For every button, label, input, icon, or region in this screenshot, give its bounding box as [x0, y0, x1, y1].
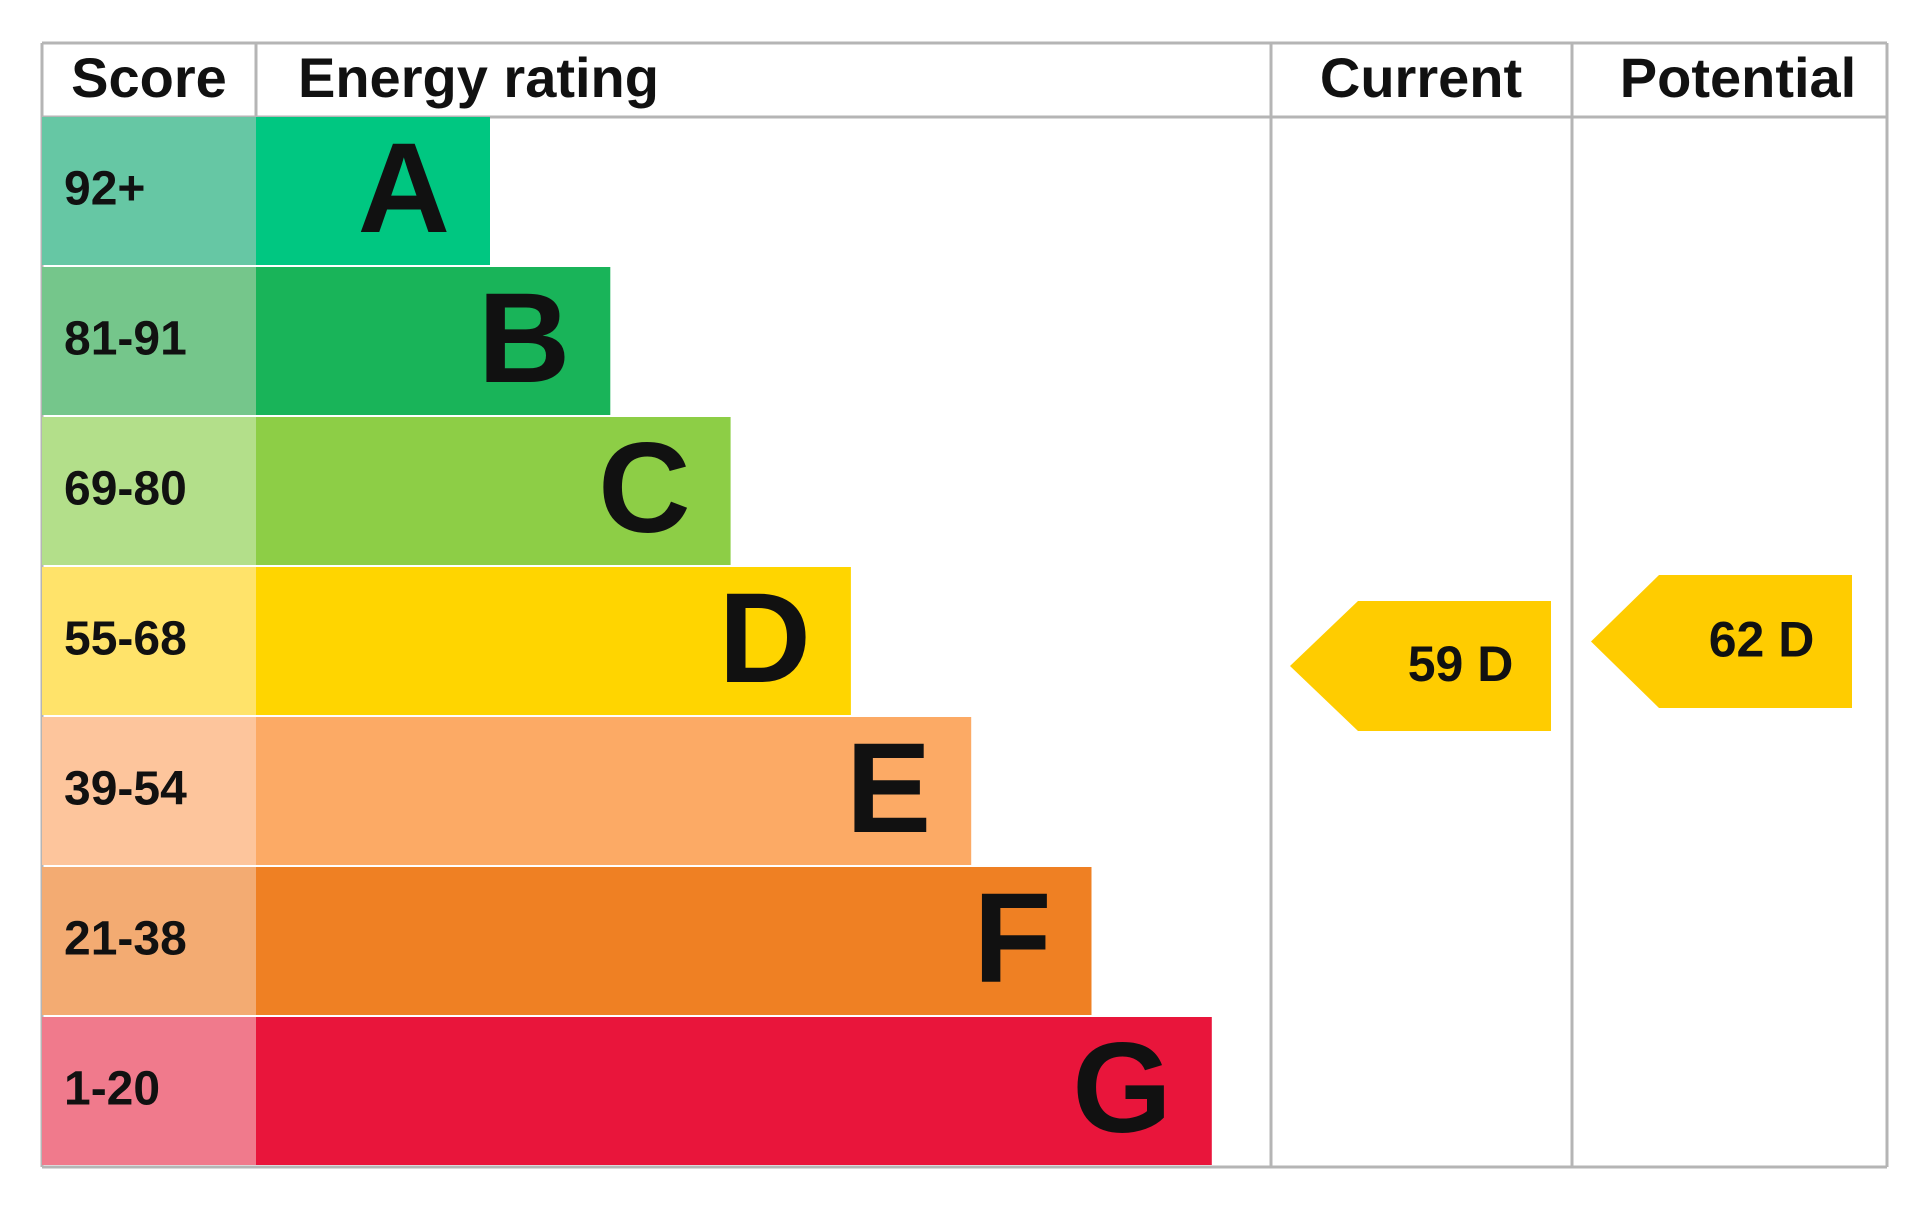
header-current: Current [1320, 46, 1522, 109]
score-label: 92+ [64, 163, 145, 216]
header-rating: Energy rating [298, 46, 659, 109]
rating-letter: F [973, 867, 1051, 1010]
rating-bar [256, 117, 490, 265]
rating-letter: B [478, 267, 570, 410]
potential-label: 62 D [1709, 612, 1815, 668]
current-arrow [1290, 601, 1551, 731]
score-label: 55-68 [64, 613, 187, 666]
score-cell [42, 567, 256, 715]
score-cell [42, 717, 256, 865]
score-label: 69-80 [64, 463, 187, 516]
potential-arrow [1591, 575, 1852, 708]
score-cell [42, 1017, 256, 1165]
rating-letter: E [846, 717, 931, 860]
score-label: 1-20 [64, 1063, 160, 1116]
score-label: 21-38 [64, 913, 187, 966]
rating-letter: G [1072, 1017, 1172, 1160]
score-cell [42, 417, 256, 565]
current-label: 59 D [1408, 636, 1514, 692]
score-label: 39-54 [64, 763, 187, 816]
rating-bar [256, 567, 851, 715]
rating-letter: C [598, 417, 690, 560]
rating-bar [256, 417, 731, 565]
header-potential: Potential [1620, 46, 1856, 109]
rating-bar [256, 267, 611, 415]
rating-bar [256, 717, 972, 865]
rating-bar [256, 867, 1092, 1015]
header-score: Score [71, 46, 227, 109]
score-label: 81-91 [64, 313, 187, 366]
score-cell [42, 267, 256, 415]
rating-bar [256, 1017, 1212, 1165]
score-cell [42, 867, 256, 1015]
score-cell [42, 117, 256, 265]
rating-letter: A [358, 117, 450, 260]
rating-letter: D [718, 567, 810, 710]
